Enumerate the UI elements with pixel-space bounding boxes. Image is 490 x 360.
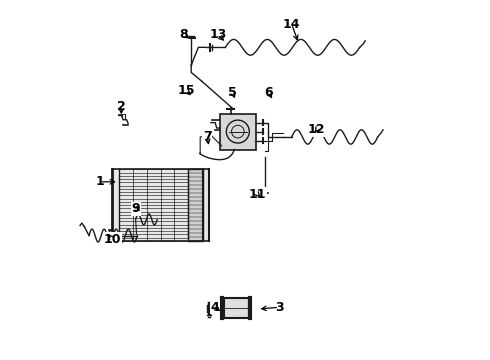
Text: 10: 10 — [103, 233, 121, 246]
Bar — [112, 169, 209, 241]
Text: 7: 7 — [203, 130, 212, 144]
Text: 8: 8 — [180, 28, 188, 41]
Text: 14: 14 — [283, 18, 300, 31]
Bar — [220, 114, 256, 149]
Text: 3: 3 — [275, 301, 283, 314]
Text: 4: 4 — [210, 301, 219, 314]
Text: 12: 12 — [308, 123, 325, 136]
Text: 2: 2 — [117, 100, 125, 113]
Text: 5: 5 — [228, 86, 237, 99]
Text: 13: 13 — [209, 28, 227, 41]
Text: 1: 1 — [96, 175, 104, 188]
Bar — [221, 298, 250, 318]
Text: 15: 15 — [177, 84, 195, 97]
Text: 11: 11 — [249, 188, 266, 201]
Bar — [188, 169, 203, 241]
Text: 9: 9 — [131, 202, 140, 215]
Text: 6: 6 — [264, 86, 272, 99]
